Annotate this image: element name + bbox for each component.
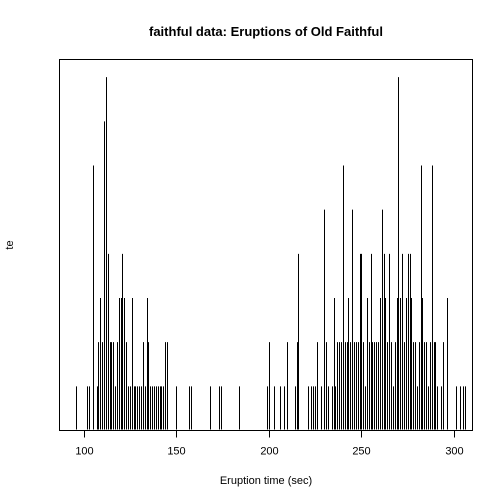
x-tick-label-1: 150 bbox=[167, 446, 185, 458]
x-axis-label: Eruption time (sec) bbox=[220, 475, 312, 487]
x-tick-label-4: 300 bbox=[445, 446, 463, 458]
x-axis: 100 150 200 250 300 bbox=[75, 430, 464, 458]
bars-group bbox=[76, 77, 466, 430]
x-tick-label-0: 100 bbox=[75, 446, 93, 458]
chart-title: faithful data: Eruptions of Old Faithful bbox=[149, 24, 383, 39]
x-tick-label-2: 200 bbox=[260, 446, 278, 458]
x-tick-label-3: 250 bbox=[352, 446, 370, 458]
y-axis-label: te bbox=[4, 240, 16, 249]
